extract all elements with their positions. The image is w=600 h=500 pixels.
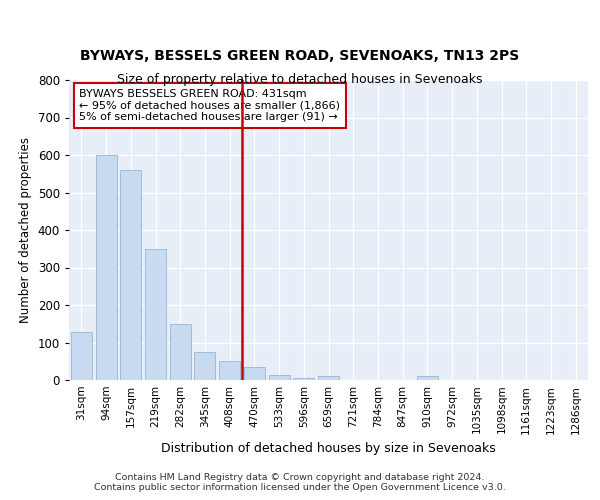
Text: BYWAYS BESSELS GREEN ROAD: 431sqm
← 95% of detached houses are smaller (1,866)
5: BYWAYS BESSELS GREEN ROAD: 431sqm ← 95% … — [79, 89, 340, 122]
Bar — [194, 352, 215, 380]
Text: Size of property relative to detached houses in Sevenoaks: Size of property relative to detached ho… — [117, 72, 483, 86]
Y-axis label: Number of detached properties: Number of detached properties — [19, 137, 32, 323]
Bar — [318, 376, 339, 380]
Bar — [145, 248, 166, 380]
Text: BYWAYS, BESSELS GREEN ROAD, SEVENOAKS, TN13 2PS: BYWAYS, BESSELS GREEN ROAD, SEVENOAKS, T… — [80, 48, 520, 62]
Bar — [269, 375, 290, 380]
Bar — [293, 378, 314, 380]
Bar — [244, 367, 265, 380]
Bar — [170, 324, 191, 380]
Bar — [417, 376, 438, 380]
Bar — [71, 332, 92, 380]
X-axis label: Distribution of detached houses by size in Sevenoaks: Distribution of detached houses by size … — [161, 442, 496, 455]
Bar — [120, 170, 141, 380]
Text: Contains HM Land Registry data © Crown copyright and database right 2024.
Contai: Contains HM Land Registry data © Crown c… — [94, 473, 506, 492]
Bar — [219, 361, 240, 380]
Bar — [95, 155, 116, 380]
